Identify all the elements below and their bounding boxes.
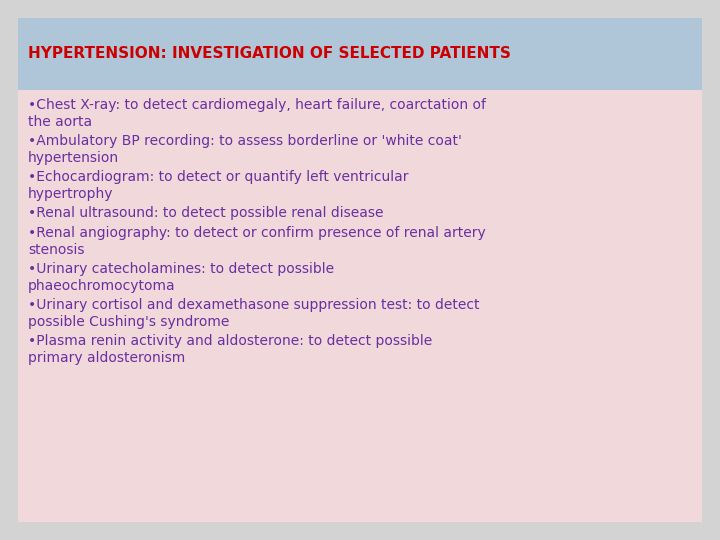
Text: •Ambulatory BP recording: to assess borderline or 'white coat'
hypertension: •Ambulatory BP recording: to assess bord… xyxy=(28,134,462,165)
Text: •Urinary catecholamines: to detect possible
phaeochromocytoma: •Urinary catecholamines: to detect possi… xyxy=(28,262,334,293)
Text: HYPERTENSION: INVESTIGATION OF SELECTED PATIENTS: HYPERTENSION: INVESTIGATION OF SELECTED … xyxy=(28,46,511,62)
Text: •Chest X-ray: to detect cardiomegaly, heart failure, coarctation of
the aorta: •Chest X-ray: to detect cardiomegaly, he… xyxy=(28,98,486,129)
Text: •Plasma renin activity and aldosterone: to detect possible
primary aldosteronism: •Plasma renin activity and aldosterone: … xyxy=(28,334,432,364)
Text: •Renal angiography: to detect or confirm presence of renal artery
stenosis: •Renal angiography: to detect or confirm… xyxy=(28,226,486,256)
Text: •Urinary cortisol and dexamethasone suppression test: to detect
possible Cushing: •Urinary cortisol and dexamethasone supp… xyxy=(28,298,480,329)
Text: •Renal ultrasound: to detect possible renal disease: •Renal ultrasound: to detect possible re… xyxy=(28,206,384,220)
Bar xyxy=(18,18,702,90)
Text: •Echocardiogram: to detect or quantify left ventricular
hypertrophy: •Echocardiogram: to detect or quantify l… xyxy=(28,170,408,201)
